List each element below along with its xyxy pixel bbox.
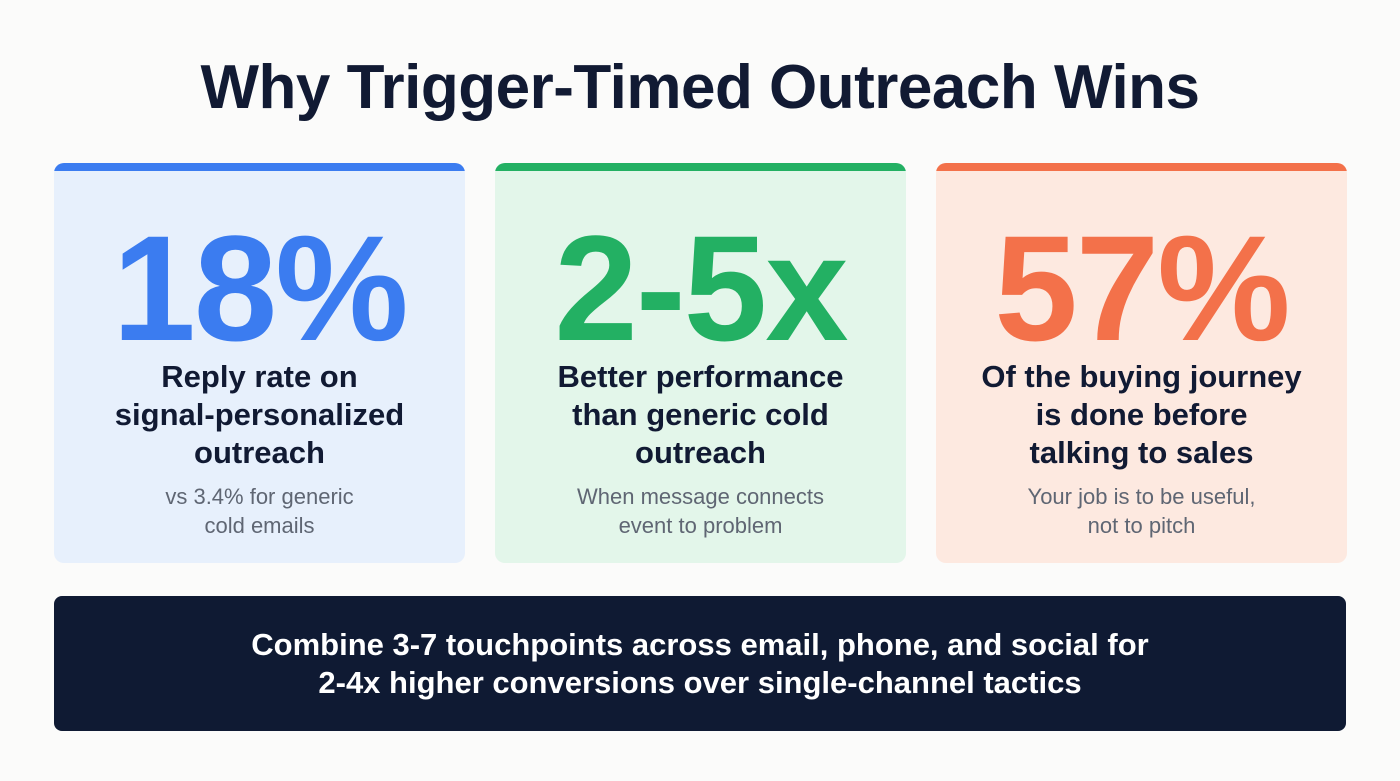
stat-subtext: vs 3.4% for generic cold emails	[74, 482, 445, 540]
banner-text: Combine 3-7 touchpoints across email, ph…	[251, 626, 1148, 702]
stat-label-line: outreach	[194, 435, 325, 470]
stat-subtext-line: cold emails	[204, 513, 315, 538]
stat-card-buying-journey: 57% Of the buying journey is done before…	[936, 163, 1347, 563]
stat-subtext-line: Your job is to be useful,	[1027, 484, 1256, 509]
stat-subtext-line: event to problem	[618, 513, 783, 538]
stat-label-line: signal-personalized	[114, 397, 405, 432]
summary-banner: Combine 3-7 touchpoints across email, ph…	[54, 596, 1346, 731]
stat-label: Of the buying journey is done before tal…	[956, 358, 1327, 472]
card-accent-bar	[495, 163, 906, 171]
page-title: Why Trigger-Timed Outreach Wins	[200, 53, 1200, 122]
card-accent-bar	[54, 163, 465, 171]
stat-subtext: Your job is to be useful, not to pitch	[956, 482, 1327, 540]
banner-text-line: 2-4x higher conversions over single-chan…	[318, 664, 1082, 700]
stat-subtext-line: When message connects	[576, 484, 825, 509]
card-accent-bar	[936, 163, 1347, 171]
stat-card-performance: 2-5x Better performance than generic col…	[495, 163, 906, 563]
stat-label-line: outreach	[635, 435, 766, 470]
stat-label-line: Of the buying journey	[981, 359, 1302, 394]
stat-value: 57%	[994, 204, 1290, 372]
stat-label: Better performance than generic cold out…	[515, 358, 886, 472]
stat-subtext-line: vs 3.4% for generic	[165, 484, 354, 509]
stat-value: 18%	[112, 204, 408, 372]
stat-subtext: When message connects event to problem	[515, 482, 886, 540]
stat-label-line: than generic cold	[572, 397, 829, 432]
stat-label-line: Better performance	[557, 359, 844, 394]
stat-label-line: talking to sales	[1029, 435, 1254, 470]
stat-value: 2-5x	[554, 204, 848, 372]
stat-label-line: Reply rate on	[161, 359, 358, 394]
stat-card-reply-rate: 18% Reply rate on signal-personalized ou…	[54, 163, 465, 563]
stat-subtext-line: not to pitch	[1087, 513, 1196, 538]
banner-text-line: Combine 3-7 touchpoints across email, ph…	[251, 626, 1149, 662]
stat-label-line: is done before	[1035, 397, 1248, 432]
stat-label: Reply rate on signal-personalized outrea…	[74, 358, 445, 472]
